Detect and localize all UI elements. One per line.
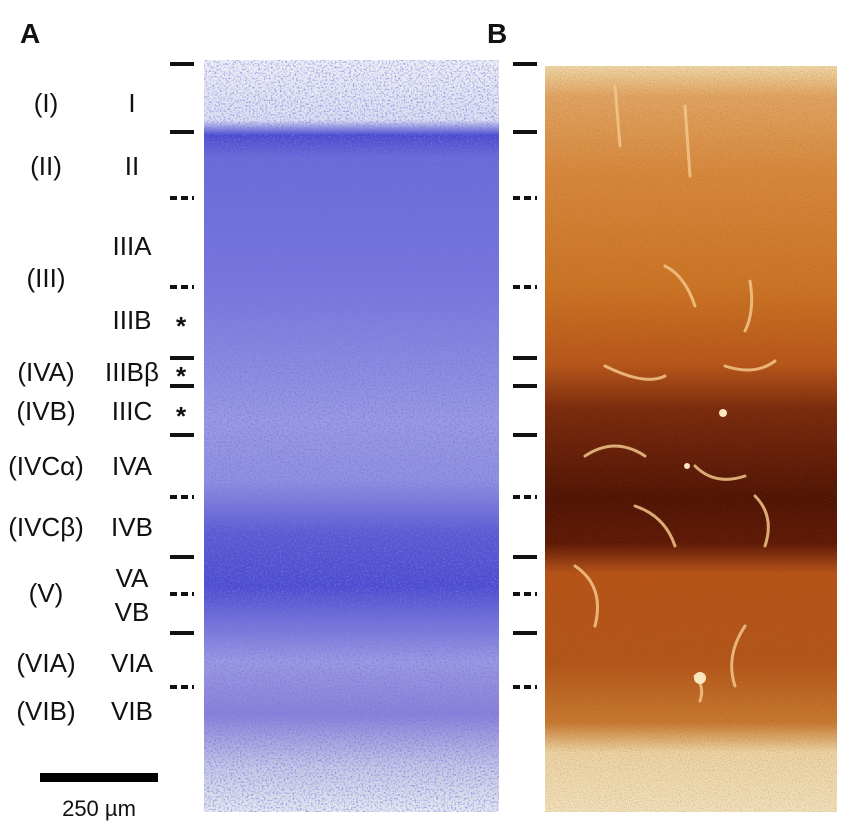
layer-label-vib: VIB [111,696,153,726]
boundary-mark-dashed [513,196,537,200]
scale-bar [40,773,158,782]
layer-alt-label-via: (VIA) [16,648,76,678]
layer-label-ii: II [124,151,140,181]
layer-alt-label-iva: (IVA) [17,357,75,387]
boundary-mark-dashed [513,685,537,689]
boundary-mark-dashed [170,592,194,596]
layer-label-iiic: IIIC [111,396,153,426]
layer-label-i: I [128,88,136,118]
boundary-mark-solid [513,631,537,635]
boundary-mark-solid [170,631,194,635]
boundary-mark-dashed [170,285,194,289]
boundary-mark-dashed [170,685,194,689]
boundary-mark-dashed [170,196,194,200]
layer-alt-label-vib: (VIB) [16,696,76,726]
layer-label-iva: IVA [112,451,152,481]
layer-label-iiia: IIIA [112,231,152,261]
boundary-mark-solid [513,130,537,134]
boundary-mark-dashed [513,285,537,289]
boundary-mark-solid [513,62,537,66]
boundary-mark-solid [170,356,194,360]
boundary-mark-dashed [513,592,537,596]
asterisk-iiib: * [176,311,187,341]
boundary-mark-solid [170,555,194,559]
boundary-mark-solid [513,384,537,388]
layer-label-vb: VB [114,597,150,627]
layer-alt-label-ivc-beta: (IVCβ) [8,512,84,542]
boundary-mark-solid [170,130,194,134]
layer-alt-label-v: (V) [28,578,64,608]
layer-label-ivb: IVB [111,512,153,542]
boundary-mark-dashed [170,495,194,499]
boundary-mark-solid [170,62,194,66]
boundary-mark-solid [170,433,194,437]
layer-alt-label-i: (I) [33,88,59,118]
layer-label-iiib-beta: IIIBβ [105,357,159,387]
layer-label-iiib: IIIB [112,305,152,335]
panel-label-a: A [20,18,41,49]
scale-bar-label: 250 µm [62,796,136,821]
layer-alt-label-ivc-alpha: (IVCα) [8,451,84,481]
boundary-mark-dashed [513,495,537,499]
asterisk-iiib-beta: * [176,361,187,391]
layer-label-va: VA [115,563,149,593]
panel-label-b: B [487,18,508,49]
layer-alt-label-ii: (II) [30,151,62,181]
boundary-mark-solid [513,356,537,360]
boundary-mark-solid [513,433,537,437]
boundary-mark-solid [513,555,537,559]
layer-label-via: VIA [111,648,153,678]
layer-alt-label-iii: (III) [26,263,66,293]
nissl-stained-section-image [204,60,499,812]
layer-alt-label-ivb: (IVB) [16,396,76,426]
asterisk-iiic: * [176,401,187,431]
boundary-mark-solid [170,384,194,388]
cytochrome-stained-section-image [545,66,837,812]
